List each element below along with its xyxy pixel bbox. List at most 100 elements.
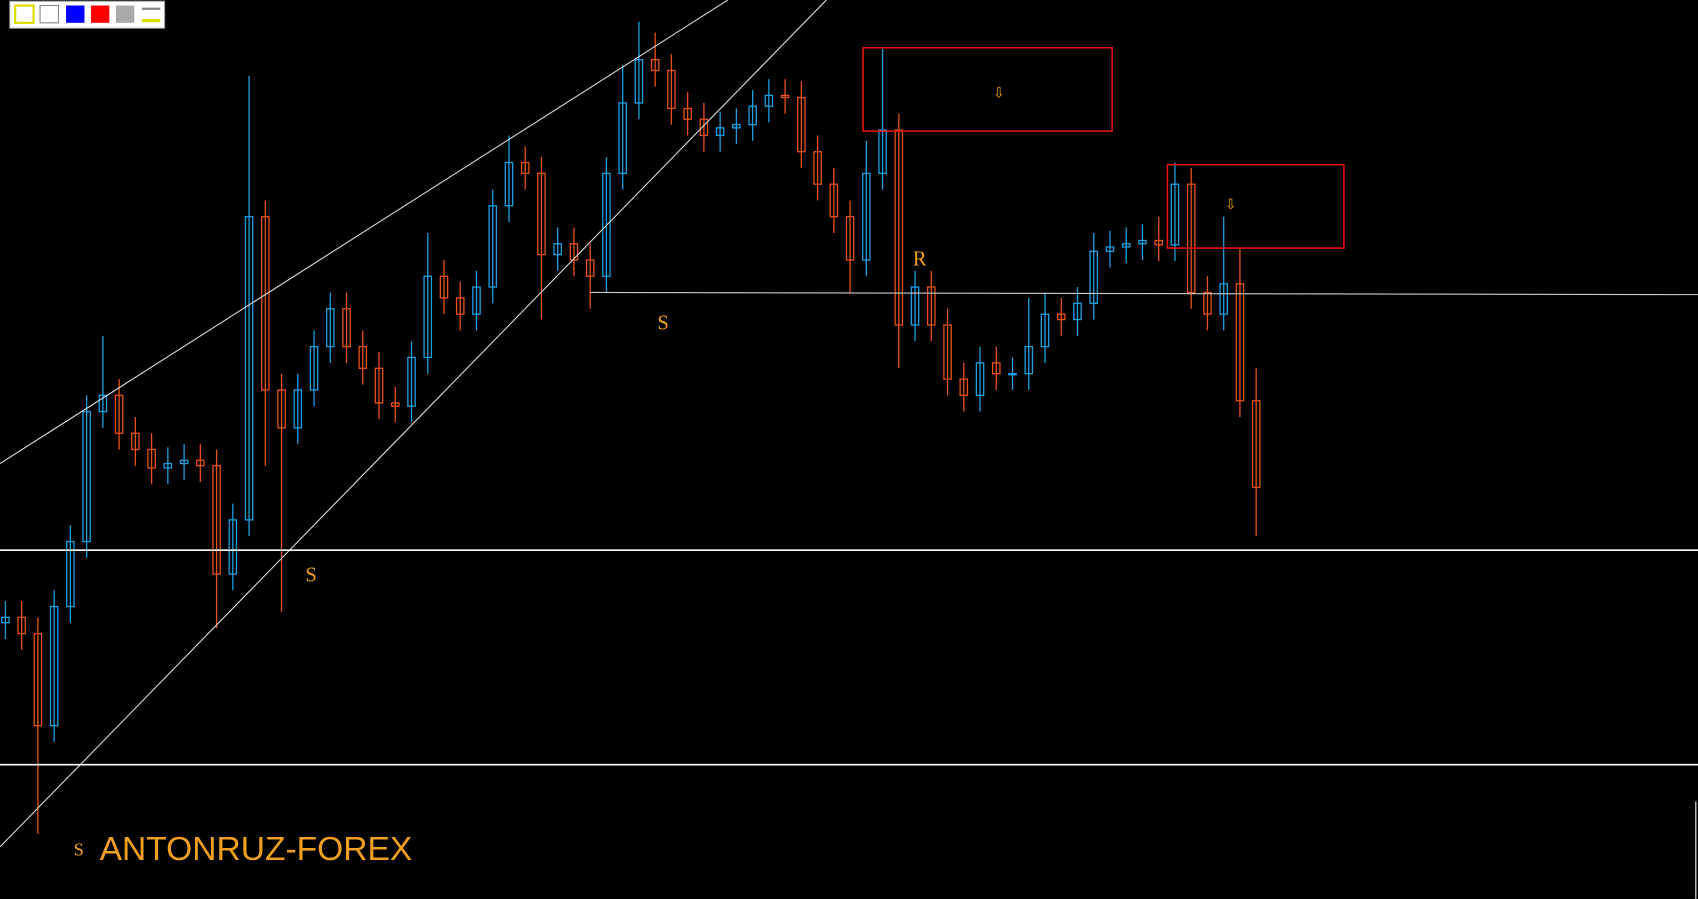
resistance-label: R (913, 248, 927, 270)
candle-body (342, 308, 351, 348)
candle-body (66, 540, 75, 608)
support-label: S (657, 312, 668, 334)
candle-body (650, 59, 660, 72)
candle-body (309, 345, 319, 391)
tool-white[interactable] (39, 4, 60, 24)
candle-body (569, 243, 579, 261)
sell-arrow: ⇩ (993, 86, 1005, 102)
tool-blue[interactable] (66, 5, 85, 23)
candle-body (244, 216, 254, 521)
candle-body (1186, 183, 1196, 294)
candle-body (455, 297, 465, 315)
tool-red[interactable] (90, 5, 110, 23)
candle-body (114, 394, 124, 434)
candle-body (975, 362, 985, 397)
trend-line (0, 0, 729, 465)
candle-body (553, 243, 563, 256)
candle-body (374, 367, 384, 404)
candle-body (1, 616, 10, 624)
candle-body (196, 459, 205, 467)
candle-body (261, 216, 270, 391)
toolbar-bg (9, 0, 166, 29)
candle-body (1105, 246, 1115, 252)
candle-body (358, 345, 368, 369)
candle-body (1008, 373, 1017, 376)
candle-body (163, 462, 173, 469)
candle-body (862, 172, 871, 261)
candle-body (943, 324, 952, 380)
candle-body (797, 96, 806, 153)
candle-body (1138, 239, 1147, 245)
candle-body (926, 286, 936, 326)
candle-body (1089, 250, 1099, 304)
candle-body (1154, 239, 1164, 246)
candle-body (147, 448, 156, 469)
candle-body (1040, 313, 1050, 348)
toolbar (9, 0, 166, 29)
candle-body (748, 105, 757, 126)
candles (1, 21, 1261, 834)
horizontal-line (590, 291, 1698, 296)
candle-body (277, 389, 286, 429)
candle-body (1056, 313, 1066, 321)
candle-body (1073, 302, 1082, 321)
candle-body (1024, 345, 1034, 375)
candle-body (910, 286, 920, 326)
candle-body (1251, 400, 1261, 489)
candle-body (423, 275, 433, 359)
candle-body (699, 118, 709, 137)
candle-body (1121, 243, 1131, 248)
candle-body (407, 356, 416, 407)
candle-body (602, 172, 611, 277)
tool-gray[interactable] (115, 5, 135, 23)
candle-body (1219, 283, 1228, 315)
candle-body (732, 123, 741, 129)
watermark: ANTONRUZ-FOREX (100, 831, 413, 868)
candle-body (618, 102, 627, 175)
tool-line[interactable] (141, 7, 161, 23)
candle-body (894, 129, 904, 326)
candle-body (780, 94, 790, 99)
candle-body (472, 286, 481, 315)
candle-body (49, 605, 59, 727)
candle-body (667, 69, 676, 110)
candle-body (325, 308, 335, 348)
candle-body (98, 394, 108, 413)
candle-body (293, 389, 303, 429)
candle-body (1235, 283, 1245, 402)
candle-body (585, 259, 595, 277)
zone-box (1166, 163, 1345, 249)
candle-body (33, 632, 43, 727)
candle-body (131, 432, 140, 451)
candle-body (439, 275, 449, 299)
candle-body (845, 216, 855, 261)
candle-body (82, 410, 91, 543)
candle-body (179, 459, 189, 465)
candle-body (1170, 183, 1180, 246)
candle-body (959, 378, 969, 397)
candle-body (634, 59, 644, 104)
candle-body (991, 362, 1001, 375)
tool-rect[interactable] (14, 4, 35, 24)
candle-body (228, 519, 238, 575)
candle-body (520, 161, 530, 175)
candle-body (683, 107, 692, 120)
candle-body (488, 205, 498, 288)
candle-body (715, 127, 725, 137)
candle-body (17, 616, 26, 635)
candle-body (813, 151, 822, 185)
candle-body (390, 402, 400, 407)
support-label: S (305, 565, 316, 587)
candle-body (504, 161, 514, 207)
candle-body (537, 172, 546, 256)
support-label: S (74, 840, 84, 860)
candle-body (764, 94, 774, 107)
candle-body (829, 183, 839, 218)
sell-arrow: ⇩ (1225, 197, 1237, 213)
candle-body (212, 465, 221, 575)
trend-line (0, 0, 827, 848)
